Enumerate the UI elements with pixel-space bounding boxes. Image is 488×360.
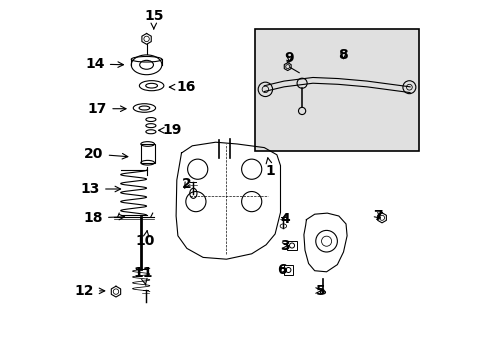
Text: 20: 20 [84,147,127,161]
Text: 11: 11 [133,266,152,285]
Text: 12: 12 [74,284,104,298]
Text: 9: 9 [284,51,294,65]
Text: 13: 13 [81,182,121,196]
Bar [141,144,154,163]
Text: 19: 19 [158,123,182,137]
Bar [287,241,296,250]
Bar [283,265,292,275]
Text: 8: 8 [338,48,347,62]
Bar [255,29,418,151]
Text: 6: 6 [277,263,286,277]
Text: 2: 2 [182,177,191,191]
Text: 14: 14 [85,57,123,71]
Text: 15: 15 [144,9,163,29]
Text: 3: 3 [280,239,289,252]
Text: 10: 10 [136,231,155,248]
Text: 5: 5 [315,284,325,297]
Text: 4: 4 [279,212,289,226]
Text: 7: 7 [372,209,382,223]
Text: 17: 17 [88,102,126,116]
Text: 1: 1 [265,158,275,178]
Text: 16: 16 [169,80,196,94]
Text: 18: 18 [83,211,124,225]
